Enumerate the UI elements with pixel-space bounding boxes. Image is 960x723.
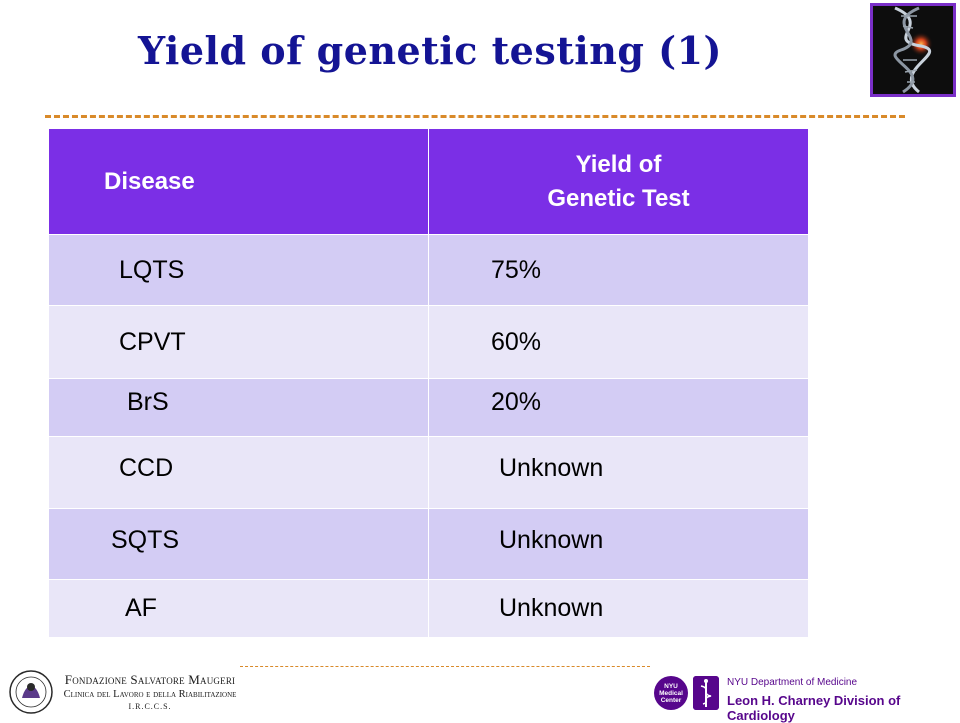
maugeri-text: Fondazione Salvatore Maugeri Clinica del… xyxy=(62,672,238,711)
disease-cell: BrS xyxy=(48,378,429,437)
yield-cell: 60% xyxy=(428,305,809,379)
nyu-division: Leon H. Charney Division of Cardiology xyxy=(727,693,901,723)
yield-cell: 75% xyxy=(428,234,809,306)
header-disease: Disease xyxy=(48,128,429,235)
nyu-department: NYU Department of Medicine xyxy=(727,677,858,688)
table-row: CCD Unknown xyxy=(48,436,809,509)
maugeri-irccs: I.R.C.C.S. xyxy=(128,702,172,711)
yield-cell: Unknown xyxy=(428,508,809,580)
header-yield: Yield of Genetic Test xyxy=(428,128,809,235)
top-dashed-divider xyxy=(45,115,905,118)
disease-cell: LQTS xyxy=(48,234,429,306)
maugeri-subtitle: Clinica del Lavoro e della Riabilitazion… xyxy=(63,689,237,700)
disease-cell: CCD xyxy=(48,436,429,509)
table-row: AF Unknown xyxy=(48,579,809,638)
maugeri-seal-icon xyxy=(9,670,53,714)
disease-cell: CPVT xyxy=(48,305,429,379)
yield-cell: 20% xyxy=(428,378,809,437)
maugeri-logo: Fondazione Salvatore Maugeri Clinica del… xyxy=(0,664,240,720)
nyu-medical-center-badge: NYU Medical Center xyxy=(654,676,688,710)
dna-helix-icon xyxy=(893,6,933,94)
disease-cell: SQTS xyxy=(48,508,429,580)
table-row: SQTS Unknown xyxy=(48,508,809,580)
header-yield-line2: Genetic Test xyxy=(547,184,690,212)
table-row: LQTS 75% xyxy=(48,234,809,306)
disease-cell: AF xyxy=(48,579,429,638)
genetic-yield-table: Disease Yield of Genetic Test LQTS 75% C… xyxy=(48,128,809,638)
nyu-badge-line1: NYU xyxy=(664,682,678,690)
caduceus-icon xyxy=(693,676,719,710)
table-row: BrS 20% xyxy=(48,378,809,437)
table-row: CPVT 60% xyxy=(48,305,809,379)
table-header-row: Disease Yield of Genetic Test xyxy=(48,128,809,235)
bottom-dashed-divider xyxy=(240,666,650,667)
dna-helix-image xyxy=(870,3,956,97)
nyu-badge-line3: Center xyxy=(660,696,682,704)
header-yield-line1: Yield of xyxy=(575,150,662,178)
nyu-badge-line2: Medical xyxy=(659,689,683,697)
slide-title: Yield of genetic testing (1) xyxy=(137,28,723,73)
yield-cell: Unknown xyxy=(428,436,809,509)
maugeri-name: Fondazione Salvatore Maugeri xyxy=(64,672,236,687)
yield-cell: Unknown xyxy=(428,579,809,638)
